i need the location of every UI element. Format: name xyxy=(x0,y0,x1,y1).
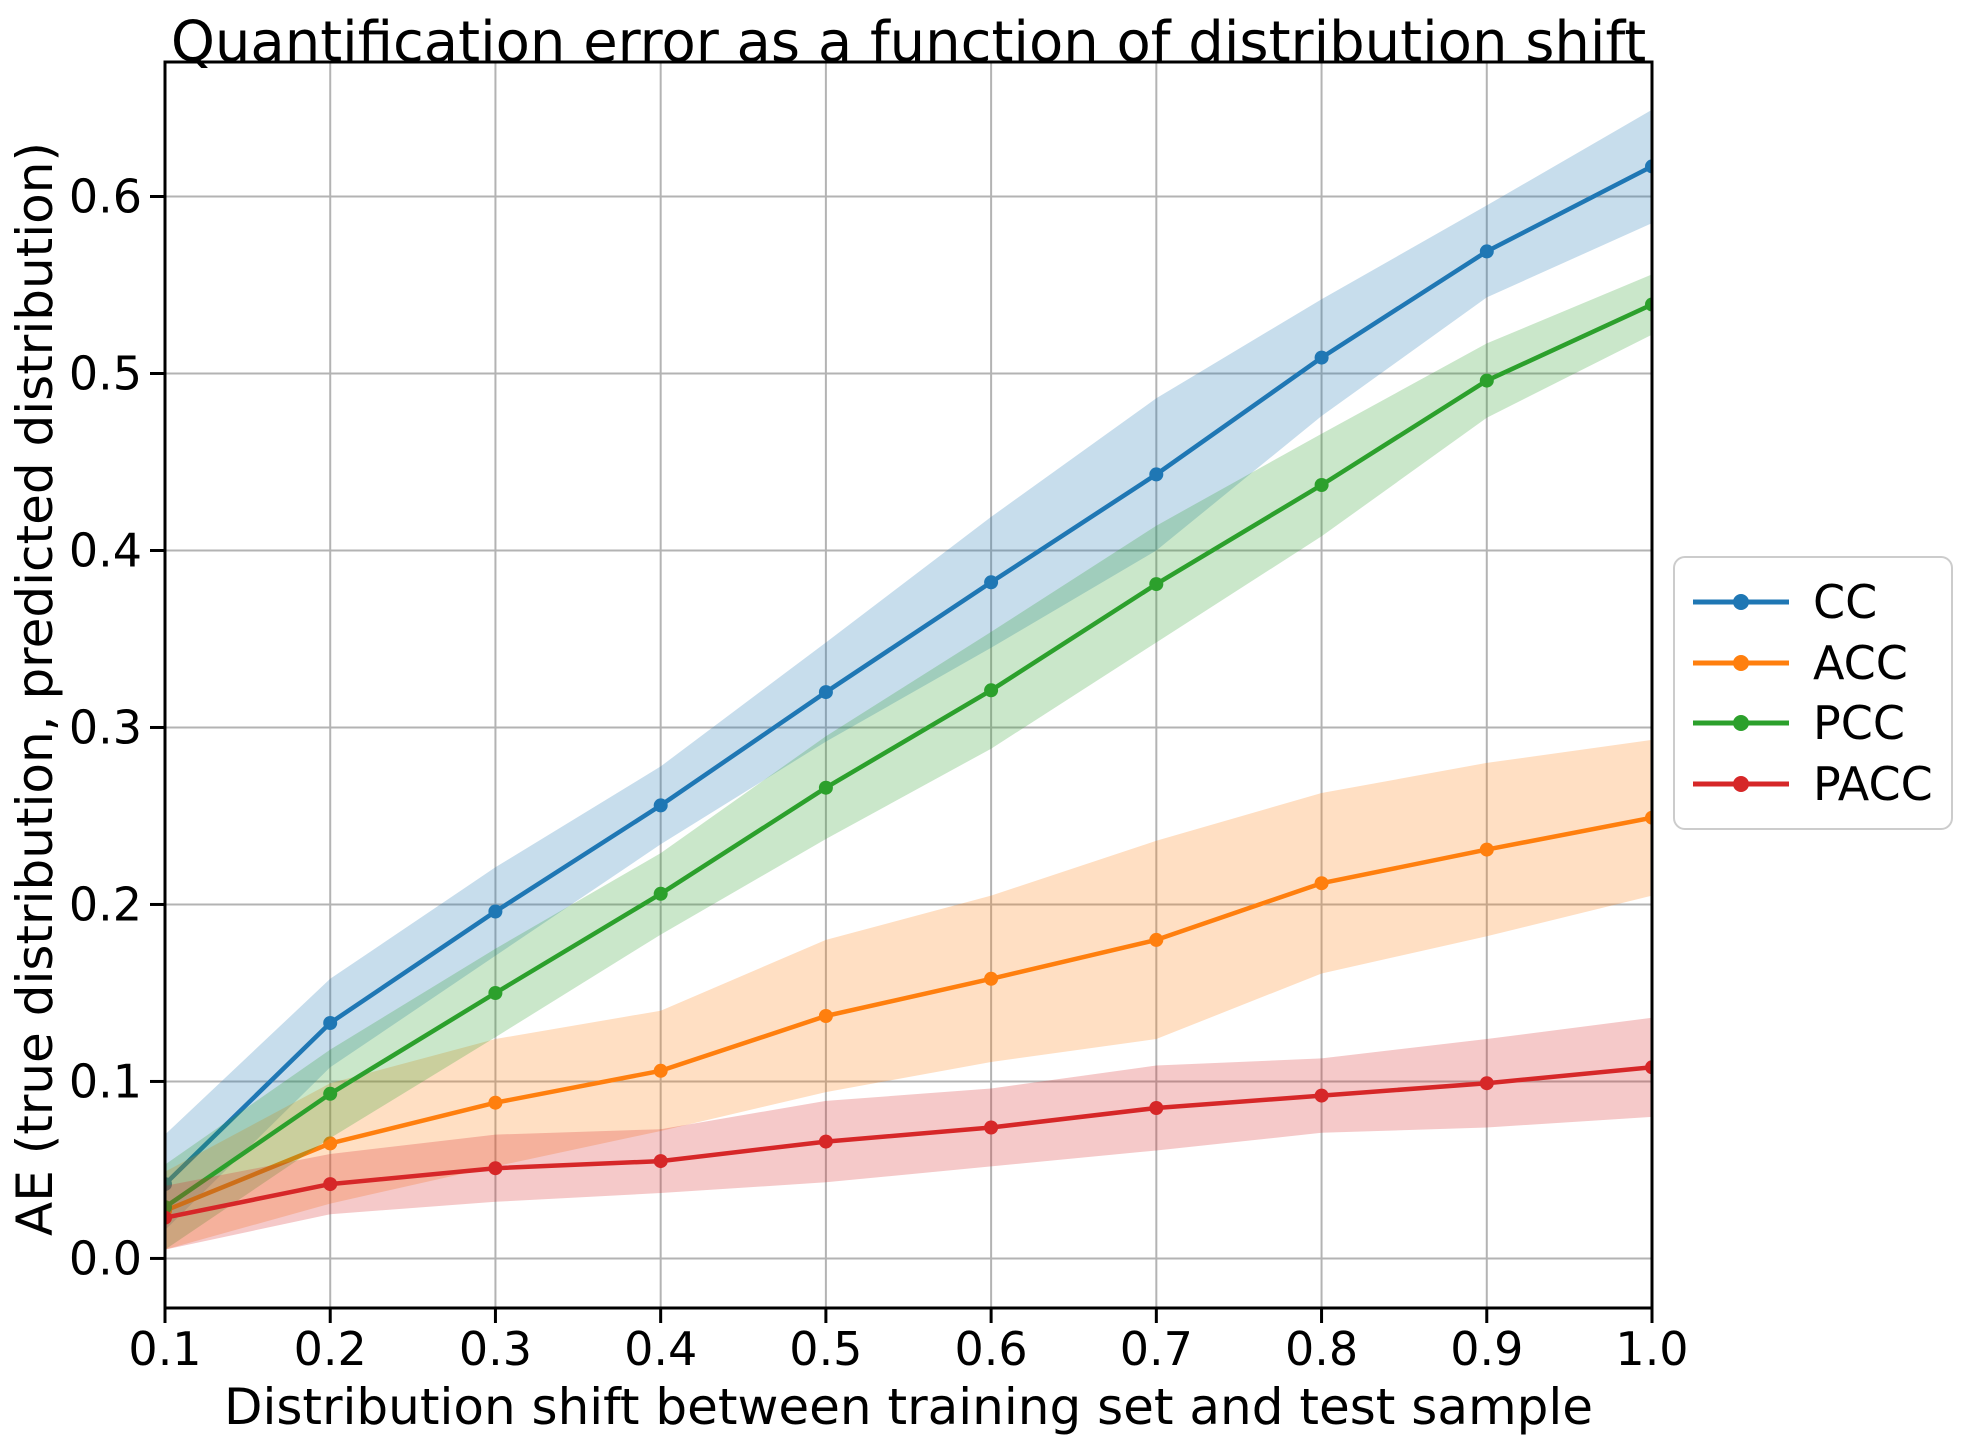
series-acc-marker xyxy=(323,1136,338,1151)
legend-item-pacc: PACC xyxy=(1691,761,1951,807)
legend-sample-marker xyxy=(1733,715,1749,732)
legend-item-pcc: PCC xyxy=(1691,700,1951,746)
x-tick-label: 0.7 xyxy=(1120,1322,1193,1376)
series-pcc-marker xyxy=(488,986,503,1000)
legend-line-sample xyxy=(1693,776,1789,793)
legend-sample-marker xyxy=(1733,654,1749,671)
series-pacc-marker xyxy=(984,1120,999,1135)
series-pcc-marker xyxy=(984,683,999,698)
series-acc-line xyxy=(165,815,1652,1213)
tick-marks xyxy=(150,195,1654,1323)
y-tick-label: 0.2 xyxy=(69,877,142,931)
series-pcc-marker xyxy=(818,780,833,795)
x-tick-label: 0.1 xyxy=(128,1322,201,1376)
y-tick-label: 0.0 xyxy=(69,1231,142,1285)
legend-label: PACC xyxy=(1813,757,1933,812)
x-tick-label: 1.0 xyxy=(1615,1322,1688,1376)
series-acc-marker xyxy=(818,1009,833,1023)
series-acc-marker xyxy=(1479,842,1494,857)
series-pacc-marker xyxy=(818,1134,833,1149)
series-cc-marker xyxy=(323,1016,338,1030)
series-acc-marker xyxy=(1645,810,1652,825)
series-cc-marker xyxy=(1314,350,1329,365)
tick-labels: 0.1 0.2 0.3 0.4 0.5 0.6 0.7 0.8 0.9 1.0 0.0 0.1 0.2 0… xyxy=(69,170,1689,1376)
series-cc-line xyxy=(165,164,1652,1186)
series-acc-marker xyxy=(653,1063,668,1078)
series-pacc-marker xyxy=(488,1161,503,1176)
legend-line-sample xyxy=(1693,593,1789,610)
legend-item-cc: CC xyxy=(1691,579,1951,625)
series-pacc-marker xyxy=(653,1154,668,1169)
series-pacc-marker xyxy=(1479,1076,1494,1091)
plot-border xyxy=(163,60,1654,1310)
legend-line-sample xyxy=(1693,654,1789,671)
series-pcc-marker xyxy=(653,886,668,901)
x-tick-label: 0.5 xyxy=(789,1322,862,1376)
x-tick-label: 0.3 xyxy=(459,1322,532,1376)
series-acc-marker xyxy=(1149,932,1164,947)
legend-label: ACC xyxy=(1813,635,1908,690)
y-tick-label: 0.1 xyxy=(69,1054,142,1108)
y-axis-label: AE (true distribution, predicted distrib… xyxy=(6,142,64,1236)
y-tick-label: 0.3 xyxy=(69,700,142,754)
series-pacc-marker xyxy=(1314,1088,1329,1103)
series-pacc-marker xyxy=(165,1210,172,1225)
x-axis-label: Distribution shift between training set … xyxy=(223,1378,1594,1436)
legend-line-sample xyxy=(1693,715,1789,732)
series-pcc-marker xyxy=(165,1200,172,1215)
chart-title: Quantification error as a function of di… xyxy=(170,10,1647,75)
x-tick-label: 0.6 xyxy=(955,1322,1028,1376)
series-pcc-marker xyxy=(1479,373,1494,388)
x-tick-label: 0.9 xyxy=(1450,1322,1523,1376)
series-pcc-band xyxy=(165,274,1652,1250)
plot-area xyxy=(165,109,1652,1250)
series-pcc-marker xyxy=(1149,577,1164,592)
x-tick-label: 0.2 xyxy=(294,1322,367,1376)
series-cc-band xyxy=(165,109,1652,1231)
series-pacc-line xyxy=(165,1065,1652,1220)
series-cc-marker xyxy=(165,1177,172,1192)
series-cc-marker xyxy=(1479,244,1494,259)
series-acc-marker xyxy=(488,1095,503,1110)
series-cc-marker xyxy=(984,575,999,590)
x-tick-label: 0.8 xyxy=(1285,1322,1358,1376)
series-cc-marker xyxy=(653,798,668,813)
series-pcc-marker xyxy=(1645,297,1652,312)
legend-label: CC xyxy=(1813,574,1878,629)
series-pcc-marker xyxy=(1314,478,1329,492)
series-cc-marker xyxy=(818,685,833,700)
series-pcc-marker xyxy=(323,1086,338,1101)
x-tick-label: 0.4 xyxy=(624,1322,697,1376)
series-cc-marker xyxy=(488,904,503,919)
series-cc-marker xyxy=(1149,467,1164,482)
legend: CC ACC PCC PACC xyxy=(1673,556,1953,830)
series-pacc-marker xyxy=(1149,1101,1164,1115)
series-pcc-line xyxy=(165,302,1652,1209)
legend-item-acc: ACC xyxy=(1691,640,1951,686)
legend-sample-marker xyxy=(1733,593,1749,610)
series-acc-band xyxy=(165,739,1652,1250)
series-pacc-marker xyxy=(1645,1060,1652,1075)
series-acc-marker xyxy=(1314,876,1329,891)
series-pacc-marker xyxy=(323,1177,338,1192)
series-cc-marker xyxy=(1645,159,1652,174)
legend-sample-marker xyxy=(1733,776,1749,793)
y-tick-label: 0.5 xyxy=(69,347,142,401)
y-tick-label: 0.6 xyxy=(69,170,142,224)
legend-label: PCC xyxy=(1813,696,1905,751)
y-tick-label: 0.4 xyxy=(69,523,142,577)
series-acc-marker xyxy=(984,971,999,986)
